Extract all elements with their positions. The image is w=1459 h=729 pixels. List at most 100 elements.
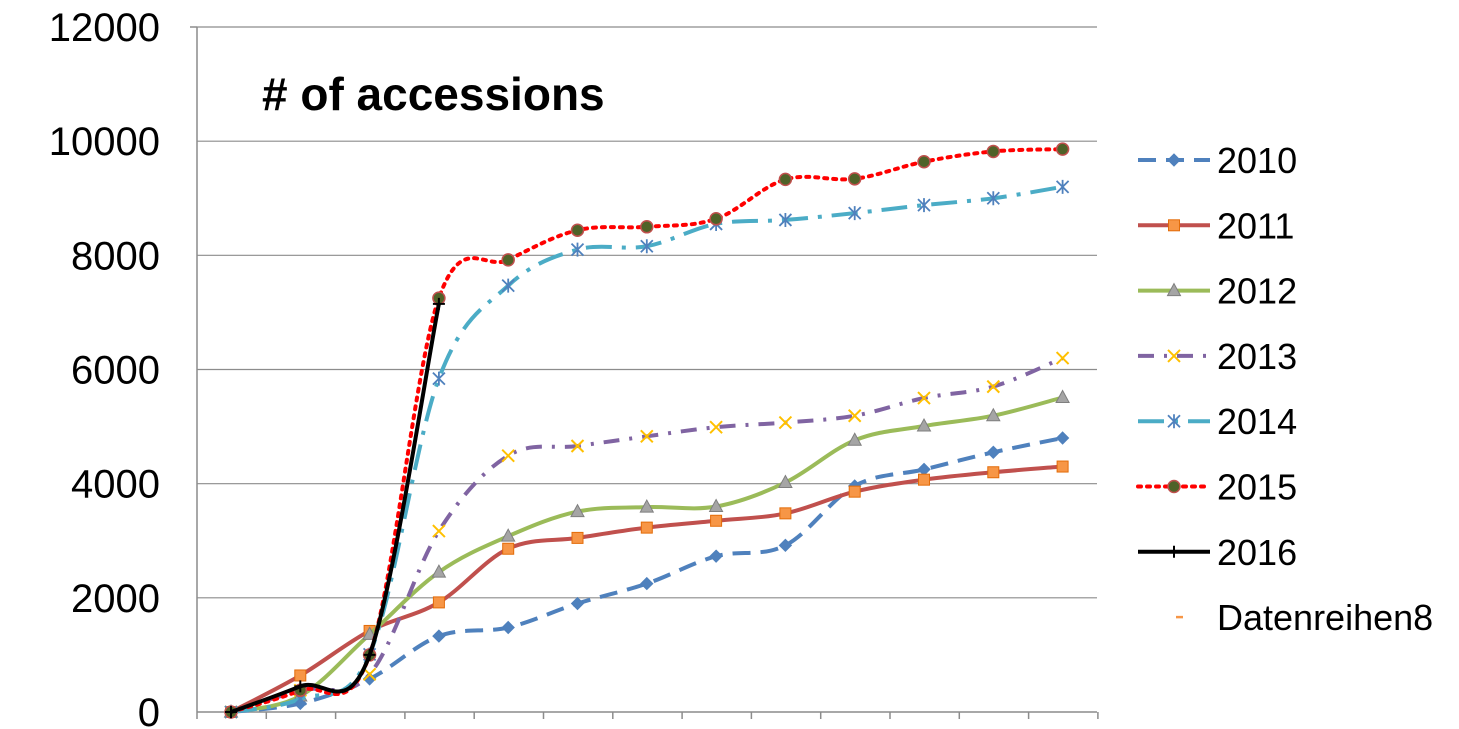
series-2013	[224, 351, 1070, 719]
legend-label: 2010	[1217, 140, 1297, 181]
series-2010-point	[1055, 431, 1070, 445]
series-2016-point	[432, 297, 445, 310]
series-2010-point	[501, 620, 515, 635]
series-2015-point	[709, 212, 723, 226]
legend-item-Datenreihen8: Datenreihen8	[1176, 597, 1433, 638]
y-tick-label: 10000	[49, 120, 160, 164]
legend-item-2011: 2011	[1138, 205, 1294, 246]
series-2011-point	[918, 473, 930, 486]
series-2014-point	[432, 371, 446, 386]
series-2014-point	[1055, 179, 1070, 194]
series-2011-point	[294, 669, 307, 682]
y-tick-label: 2000	[71, 577, 160, 621]
legend-item-2014: 2014	[1138, 401, 1297, 442]
legend-item-2016: 2016	[1138, 532, 1297, 573]
series-2016-point	[225, 706, 237, 718]
gridlines	[197, 26, 1097, 599]
series-2010-point	[917, 462, 931, 477]
series-2012	[223, 389, 1070, 718]
series-2015-point	[847, 172, 862, 186]
legend-label: 2013	[1217, 336, 1297, 377]
series-2011-point	[432, 596, 445, 609]
series-line-2016	[230, 303, 441, 714]
series-2013-point	[640, 429, 654, 443]
legend-item-2012: 2012	[1138, 271, 1297, 312]
series-2014-point	[501, 278, 515, 293]
series-2013-point	[847, 409, 862, 423]
series-2011-point	[710, 514, 723, 527]
series-2013-point	[570, 439, 585, 453]
series-2013-point	[362, 667, 377, 682]
series-2010-point	[640, 576, 654, 591]
series-2012-point	[708, 498, 724, 512]
legend: 2010 2011 2012 2013 2014 2015 2016 Datenreihen8	[1136, 140, 1433, 638]
series-2015-point	[640, 220, 654, 234]
series-2015-point	[1055, 142, 1070, 156]
series-2010-point	[709, 549, 723, 563]
series-2016-point	[294, 680, 307, 693]
series-line-2012	[230, 395, 1064, 714]
series-2012-point	[570, 503, 585, 518]
series-2012-point	[1055, 389, 1070, 403]
series-2013-point	[1055, 351, 1070, 365]
legend-label: 2015	[1217, 467, 1297, 508]
series-2013-point	[709, 420, 723, 434]
series-2015-point	[986, 144, 1001, 159]
legend-2012-point	[1166, 282, 1182, 297]
series-2012-point	[639, 499, 655, 513]
series-2016	[225, 297, 445, 718]
series-2013-point	[501, 448, 515, 463]
series-2013-point	[432, 524, 446, 538]
legend-label: 2014	[1217, 401, 1297, 442]
legend-2014-point	[1167, 414, 1181, 429]
legend-label: 2012	[1217, 271, 1297, 312]
legend-2011-point	[1168, 219, 1180, 232]
series-2013-point	[986, 379, 1001, 394]
y-tick-label: 8000	[71, 234, 160, 278]
legend-item-2010: 2010	[1138, 140, 1297, 181]
axes	[190, 26, 1099, 719]
series-2014-point	[570, 242, 585, 257]
series-line-2014	[230, 184, 1063, 714]
series-2015-point	[570, 223, 585, 237]
series-line-2013	[230, 356, 1064, 714]
y-tick-label: 12000	[49, 6, 160, 50]
legend-item-2013: 2013	[1138, 336, 1297, 377]
legend-item-2015: 2015	[1136, 467, 1297, 508]
series-2010-point	[986, 445, 1001, 459]
series-2010-point	[432, 629, 446, 643]
legend-label: 2016	[1217, 532, 1297, 573]
legend-label: 2011	[1217, 205, 1294, 246]
series-2014-point	[917, 198, 931, 213]
legend-label: Datenreihen8	[1217, 597, 1433, 638]
series-2011-point	[848, 485, 861, 498]
series-line-2015	[229, 147, 1065, 714]
legend-2015-point	[1167, 479, 1181, 494]
series-2010-point	[570, 596, 585, 611]
series-2010	[224, 431, 1070, 719]
series-2011-point	[987, 466, 1000, 479]
series-2012-point	[985, 407, 1001, 422]
series-2016-point	[363, 648, 376, 661]
series-2015-point	[778, 172, 793, 187]
series-2011-point	[1056, 460, 1069, 473]
series-2014-point	[986, 191, 1000, 206]
series-2011-point	[640, 521, 653, 534]
y-tick-label: 0	[138, 691, 160, 729]
series-layer	[223, 142, 1070, 719]
series-2015-point	[501, 253, 515, 267]
series-2012-point	[847, 432, 863, 446]
series-2011-point	[571, 531, 584, 544]
y-tick-label: 4000	[71, 463, 160, 507]
series-2012-point	[362, 626, 377, 640]
series-2013-point	[917, 391, 931, 405]
series-2012-point	[500, 528, 516, 542]
series-2015-point	[917, 154, 931, 169]
series-2015	[224, 142, 1070, 719]
series-2012-point	[431, 564, 447, 578]
chart-title: # of accessions	[262, 68, 605, 120]
legend-2016-point	[1168, 545, 1180, 558]
series-2014-point	[848, 206, 862, 221]
series-2011-point	[502, 542, 515, 555]
